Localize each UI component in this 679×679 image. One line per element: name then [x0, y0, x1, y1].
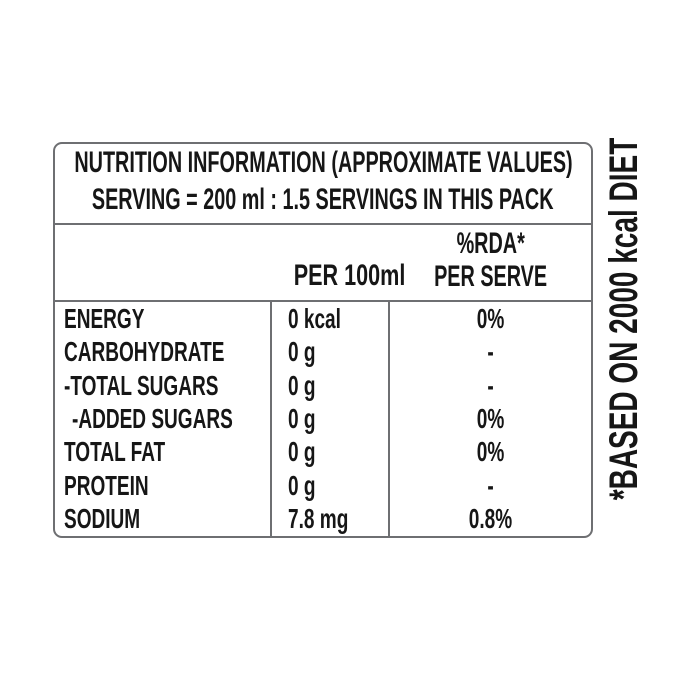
row-value-per-100ml: 0 g	[288, 436, 316, 468]
nutrition-table: NUTRITION INFORMATION (APPROXIMATE VALUE…	[53, 142, 593, 538]
column-header-per-100ml-label: PER 100ml	[293, 259, 406, 292]
serving-info: SERVING = 200 ml : 1.5 SERVINGS IN THIS …	[92, 182, 554, 216]
table-row-energy: ENERGY 0 kcal 0%	[55, 302, 591, 335]
column-header-rda-line1: %RDA*	[456, 227, 525, 260]
table-header: NUTRITION INFORMATION (APPROXIMATE VALUE…	[55, 144, 591, 225]
column-header-per-100ml: PER 100ml	[272, 260, 406, 292]
table-row-sodium: SODIUM 7.8 mg 0.8%	[55, 503, 591, 536]
row-label: TOTAL FAT	[64, 436, 166, 468]
table-body: ENERGY 0 kcal 0% CARBOHYDRATE 0 g - -TOT…	[55, 302, 591, 536]
table-row-total-fat: TOTAL FAT 0 g 0%	[55, 436, 591, 469]
column-header-rda: %RDA* PER SERVE	[390, 227, 591, 293]
footnote-vertical: *BASED ON 2000 kcal DIET	[602, 137, 646, 501]
table-row-total-sugars: -TOTAL SUGARS 0 g -	[55, 369, 591, 402]
row-value-per-100ml: 0 g	[288, 402, 316, 434]
row-label: SODIUM	[64, 503, 141, 535]
row-value-rda: -	[487, 369, 494, 401]
row-value-rda: 0%	[476, 402, 505, 434]
row-value-rda: 0.8%	[468, 503, 513, 535]
row-value-per-100ml: 0 kcal	[288, 302, 341, 334]
column-header-row: PER 100ml %RDA* PER SERVE	[55, 225, 591, 302]
row-label: ENERGY	[64, 302, 145, 334]
row-label: -TOTAL SUGARS	[64, 369, 219, 401]
row-label: PROTEIN	[64, 469, 149, 501]
row-label: CARBOHYDRATE	[64, 336, 225, 368]
row-value-rda: 0%	[476, 436, 505, 468]
column-divider-1	[270, 302, 272, 536]
table-title: NUTRITION INFORMATION (APPROXIMATE VALUE…	[73, 145, 573, 179]
table-row-added-sugars: -ADDED SUGARS 0 g 0%	[55, 402, 591, 435]
table-row-protein: PROTEIN 0 g -	[55, 469, 591, 502]
row-value-rda: -	[487, 336, 494, 368]
row-value-per-100ml: 0 g	[288, 369, 316, 401]
table-rows: ENERGY 0 kcal 0% CARBOHYDRATE 0 g - -TOT…	[55, 302, 591, 536]
row-value-rda: 0%	[476, 302, 505, 334]
column-divider-2	[388, 302, 390, 536]
table-row-carbohydrate: CARBOHYDRATE 0 g -	[55, 335, 591, 368]
row-label: -ADDED SUGARS	[72, 402, 233, 434]
row-value-per-100ml: 0 g	[288, 336, 316, 368]
row-value-rda: -	[487, 469, 494, 501]
column-header-rda-line2: PER SERVE	[434, 260, 547, 293]
row-value-per-100ml: 0 g	[288, 469, 316, 501]
row-value-per-100ml: 7.8 mg	[288, 503, 349, 535]
